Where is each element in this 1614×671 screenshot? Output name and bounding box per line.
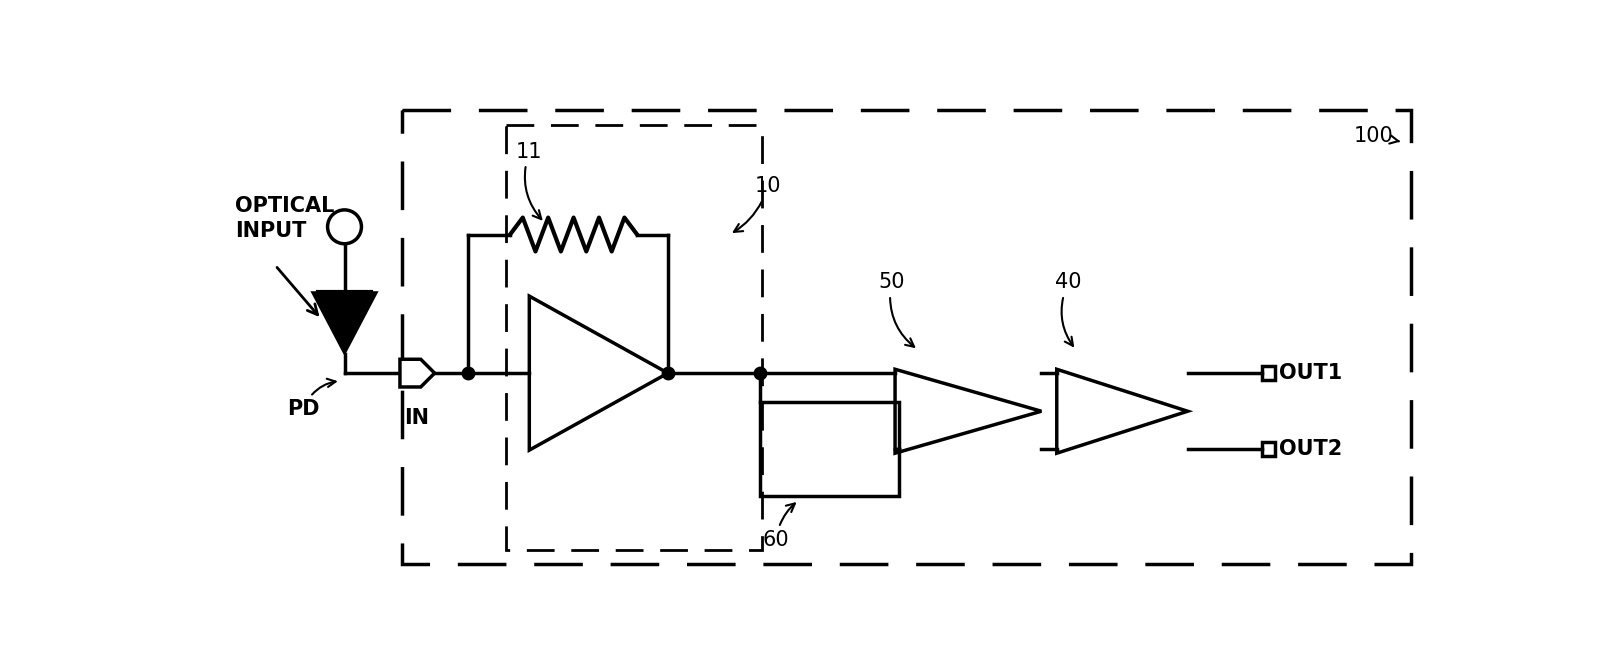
Text: 40: 40 [1054, 272, 1081, 346]
Text: 100: 100 [1353, 126, 1398, 146]
Text: 11: 11 [516, 142, 542, 219]
Text: 60: 60 [762, 503, 794, 550]
Polygon shape [400, 359, 434, 387]
Bar [760, 403, 899, 497]
Text: 10: 10 [733, 176, 781, 232]
Text: OPTICAL
INPUT: OPTICAL INPUT [236, 196, 334, 241]
Polygon shape [312, 293, 376, 354]
Bar [1261, 366, 1275, 380]
Text: IN: IN [404, 408, 429, 428]
Bar [505, 125, 762, 550]
Text: 50: 50 [878, 272, 914, 347]
Bar [1261, 442, 1275, 456]
Bar [402, 110, 1411, 564]
Text: OUT1: OUT1 [1278, 363, 1341, 383]
Text: OUT2: OUT2 [1278, 440, 1341, 460]
Text: PD: PD [287, 378, 336, 419]
